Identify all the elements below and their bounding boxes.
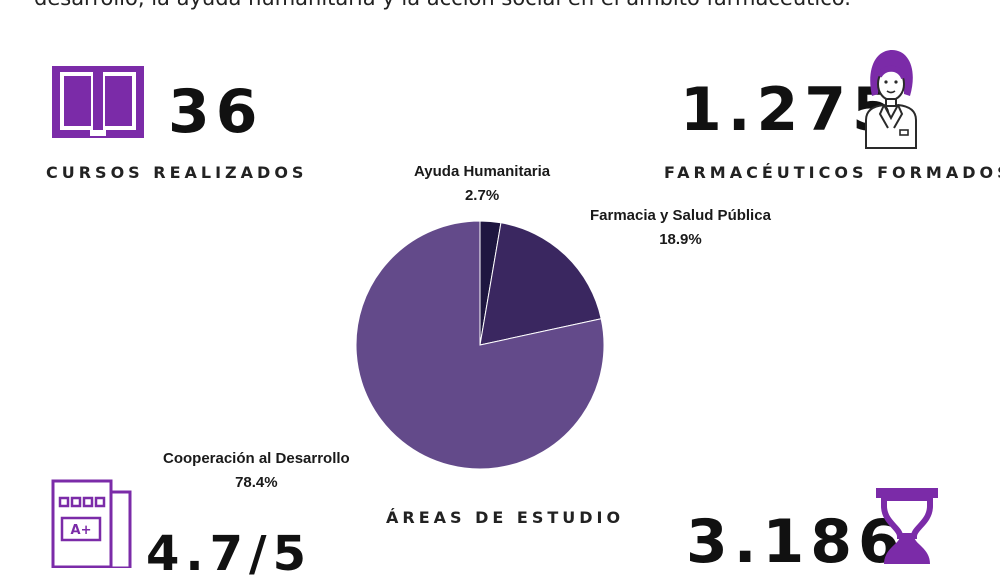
pie-slice-cooperacion: [355, 220, 605, 470]
pharmacist-woman-icon: [860, 48, 922, 150]
grade-document-icon: A+: [50, 478, 134, 568]
slice-value-farmacia: 18.9%: [659, 231, 702, 248]
intro-text: desarrollo, la ayuda humanitaria y la ac…: [34, 0, 994, 10]
pharmacists-count: 1.275: [680, 75, 900, 145]
hours-count: 3.186: [686, 507, 906, 577]
slice-value-ayuda: 2.7%: [464, 187, 500, 204]
pie-slice-farmacia: [479, 222, 602, 346]
slice-value-cooperacion: 78.4%: [235, 474, 278, 491]
grade-icon-text: A+: [71, 523, 92, 538]
courses-count: 36: [168, 77, 264, 147]
rating-value: 4.7/5: [146, 526, 312, 582]
slice-label-cooperacion: Cooperación al Desarrollo 78.4%: [163, 447, 350, 495]
slice-label-farmacia: Farmacia y Salud Pública 18.9%: [590, 204, 771, 252]
courses-label: CURSOS REALIZADOS: [46, 163, 308, 182]
areas-pie-chart: [355, 220, 605, 470]
pharmacists-label: FARMACÉUTICOS FORMADOS: [664, 163, 1000, 182]
slice-name-cooperacion: Cooperación al Desarrollo: [163, 450, 350, 467]
chart-title: ÁREAS DE ESTUDIO: [386, 508, 625, 527]
slice-name-ayuda: Ayuda Humanitaria: [414, 163, 551, 180]
slice-name-farmacia: Farmacia y Salud Pública: [590, 207, 771, 224]
hourglass-icon: [874, 486, 940, 566]
slice-label-ayuda: Ayuda Humanitaria 2.7%: [414, 160, 550, 208]
book-icon: [50, 64, 146, 140]
